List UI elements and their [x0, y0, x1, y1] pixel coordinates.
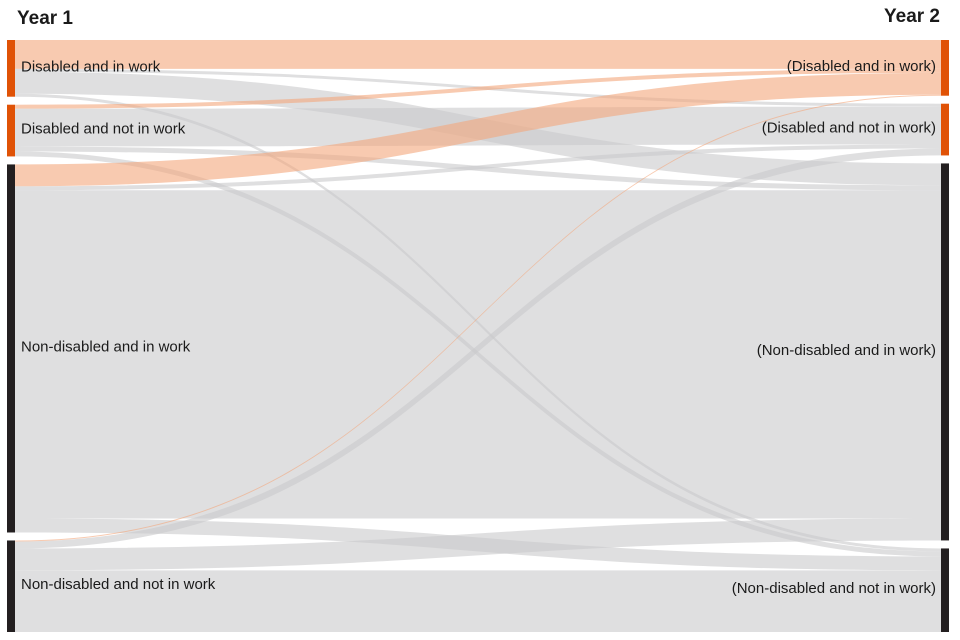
target-node — [941, 548, 949, 632]
flow — [15, 518, 941, 571]
flow — [15, 570, 941, 632]
source-node — [7, 40, 15, 97]
flow — [15, 94, 941, 542]
source-label: Non-disabled and in work — [21, 338, 191, 355]
flow — [15, 72, 941, 187]
column-title: Year 2 — [884, 6, 940, 27]
source-label: Disabled and in work — [21, 58, 161, 75]
target-label: (Non-disabled and not in work) — [732, 580, 936, 597]
links — [15, 40, 941, 632]
flow — [15, 148, 941, 549]
target-label: (Disabled and not in work) — [762, 120, 936, 137]
flow — [15, 40, 941, 69]
target-node — [941, 103, 949, 156]
flow — [15, 144, 941, 191]
target-label: (Non-disabled and in work) — [757, 342, 936, 359]
source-node — [7, 104, 15, 157]
target-label: (Disabled and in work) — [787, 58, 936, 75]
source-node — [7, 540, 15, 632]
target-node — [941, 163, 949, 541]
flow — [15, 68, 941, 109]
target-node — [941, 40, 949, 96]
column-title: Year 1 — [17, 8, 73, 29]
nodes: Disabled and in work Disabled and not in … — [7, 40, 949, 632]
source-node — [7, 164, 15, 533]
source-label: Disabled and not in work — [21, 121, 186, 138]
flow — [15, 190, 941, 519]
source-label: Non-disabled and not in work — [21, 576, 216, 593]
